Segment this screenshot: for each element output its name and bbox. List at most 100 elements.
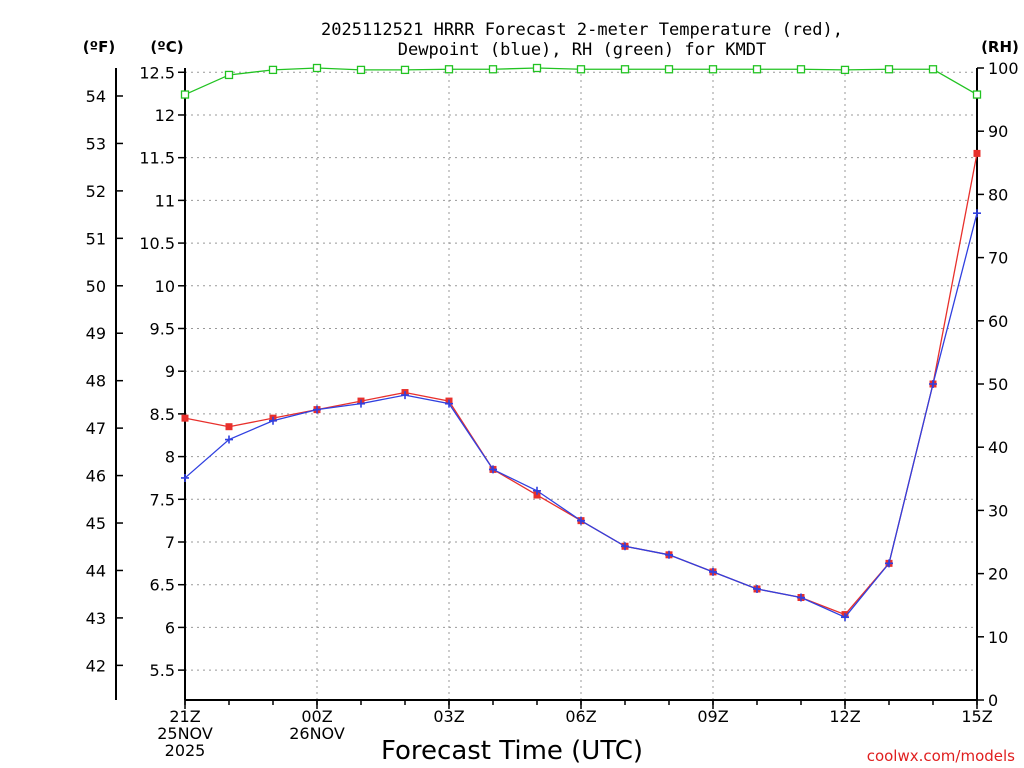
unit-label-celsius: (ºC) xyxy=(150,38,183,56)
data-point-dewpoint xyxy=(753,584,761,593)
fahrenheit-tick-label: 46 xyxy=(86,467,106,486)
fahrenheit-tick-label: 42 xyxy=(86,656,106,675)
fahrenheit-tick-label: 51 xyxy=(86,229,106,248)
data-point-rh xyxy=(488,65,498,74)
data-point-rh xyxy=(752,65,762,74)
unit-label-fahrenheit: (ºF) xyxy=(83,38,115,56)
data-point-dewpoint xyxy=(973,209,981,218)
x-tick-label: 06Z xyxy=(565,707,596,726)
celsius-tick-label: 9 xyxy=(165,362,175,381)
data-point-dewpoint xyxy=(445,399,453,408)
x-tick-label: 09Z xyxy=(697,707,728,726)
celsius-tick-label: 6.5 xyxy=(150,576,175,595)
data-point-rh xyxy=(884,65,894,74)
celsius-tick-label: 5.5 xyxy=(150,661,175,680)
rh-tick-label: 50 xyxy=(988,375,1008,394)
celsius-tick-label: 12.5 xyxy=(139,63,175,82)
rh-tick-label: 60 xyxy=(988,312,1008,331)
rh-tick-label: 10 xyxy=(988,628,1008,647)
data-point-dewpoint xyxy=(621,542,629,551)
unit-label-rh: (RH) xyxy=(981,38,1019,56)
fahrenheit-tick-label: 52 xyxy=(86,182,106,201)
rh-tick-label: 80 xyxy=(988,185,1008,204)
x-tick-label: 21Z xyxy=(169,707,200,726)
data-point-temperature xyxy=(533,491,541,499)
data-point-rh xyxy=(796,65,806,74)
data-point-rh xyxy=(708,65,718,74)
data-point-dewpoint xyxy=(885,559,893,568)
axes: 5.5 6 6.5 7 7.5 8 8.5 9 9.5 10 10.5 11 11.5 12 12.5 42 4… xyxy=(86,59,1019,760)
x-axis-label: Forecast Time (UTC) xyxy=(381,736,643,766)
grid-lines xyxy=(185,68,977,700)
fahrenheit-tick-label: 48 xyxy=(86,372,106,391)
rh-tick-label: 0 xyxy=(988,691,998,710)
celsius-tick-label: 11 xyxy=(155,191,175,210)
data-point-rh xyxy=(356,65,366,75)
data-point-rh xyxy=(400,65,410,75)
celsius-tick-label: 12 xyxy=(155,106,175,125)
data-point-dewpoint xyxy=(401,391,409,400)
rh-tick-label: 30 xyxy=(988,501,1008,520)
celsius-tick-label: 10.5 xyxy=(139,234,175,253)
data-point-rh xyxy=(312,63,322,73)
x-tick-label: 26NOV xyxy=(289,724,345,743)
celsius-tick-label: 9.5 xyxy=(150,319,175,338)
data-point-temperature xyxy=(181,414,189,422)
data-point-temperature xyxy=(973,149,981,157)
data-point-dewpoint xyxy=(577,516,585,525)
fahrenheit-tick-label: 54 xyxy=(86,87,106,106)
data-point-dewpoint xyxy=(665,550,673,559)
chart-title-line1: 2025112521 HRRR Forecast 2-meter Tempera… xyxy=(321,20,843,40)
data-point-rh xyxy=(928,65,938,74)
data-point-rh xyxy=(532,63,542,73)
x-tick-label: 25NOV xyxy=(157,724,213,743)
rh-tick-label: 20 xyxy=(988,565,1008,584)
data-point-dewpoint xyxy=(489,465,497,474)
x-tick-label: 00Z xyxy=(301,707,332,726)
data-point-dewpoint xyxy=(929,380,937,388)
x-tick-label: 12Z xyxy=(829,707,860,726)
fahrenheit-tick-label: 43 xyxy=(86,609,106,628)
data-point-rh xyxy=(224,70,234,80)
data-point-rh xyxy=(620,65,630,74)
x-tick-label: 03Z xyxy=(433,707,464,726)
data-point-rh xyxy=(444,65,454,74)
data-point-dewpoint xyxy=(313,405,321,414)
data-point-rh xyxy=(664,65,674,74)
celsius-tick-label: 7 xyxy=(165,533,175,552)
fahrenheit-tick-label: 50 xyxy=(86,277,106,296)
data-point-dewpoint xyxy=(357,399,365,408)
credit-text: coolwx.com/models xyxy=(867,747,1015,765)
rh-tick-label: 100 xyxy=(988,59,1019,78)
data-point-dewpoint xyxy=(709,567,717,576)
data-point-dewpoint xyxy=(841,613,849,622)
celsius-tick-label: 11.5 xyxy=(139,149,175,168)
data-point-rh xyxy=(840,65,850,75)
data-point-rh xyxy=(268,65,278,75)
celsius-tick-label: 8.5 xyxy=(150,405,175,424)
data-point-temperature xyxy=(225,423,233,431)
fahrenheit-tick-label: 47 xyxy=(86,419,106,438)
fahrenheit-tick-label: 53 xyxy=(86,134,106,153)
chart-title: 2025112521 HRRR Forecast 2-meter Tempera… xyxy=(321,20,843,60)
data-point-rh xyxy=(576,65,586,74)
fahrenheit-tick-label: 49 xyxy=(86,324,106,343)
chart-title-line2: Dewpoint (blue), RH (green) for KMDT xyxy=(398,40,766,60)
data-point-rh xyxy=(180,90,190,99)
rh-tick-label: 70 xyxy=(988,249,1008,268)
x-tick-label: 2025 xyxy=(165,741,206,760)
data-point-rh xyxy=(972,90,982,99)
fahrenheit-tick-label: 45 xyxy=(86,514,106,533)
data-point-dewpoint xyxy=(181,473,189,482)
series-marks xyxy=(180,63,982,622)
x-tick-label: 15Z xyxy=(961,707,992,726)
celsius-tick-label: 10 xyxy=(155,277,175,296)
data-point-dewpoint xyxy=(269,416,277,425)
celsius-tick-label: 8 xyxy=(165,448,175,467)
celsius-tick-label: 7.5 xyxy=(150,490,175,509)
celsius-tick-label: 6 xyxy=(165,618,175,637)
data-point-dewpoint xyxy=(225,435,233,444)
data-point-dewpoint xyxy=(533,486,541,495)
fahrenheit-tick-label: 44 xyxy=(86,561,106,580)
